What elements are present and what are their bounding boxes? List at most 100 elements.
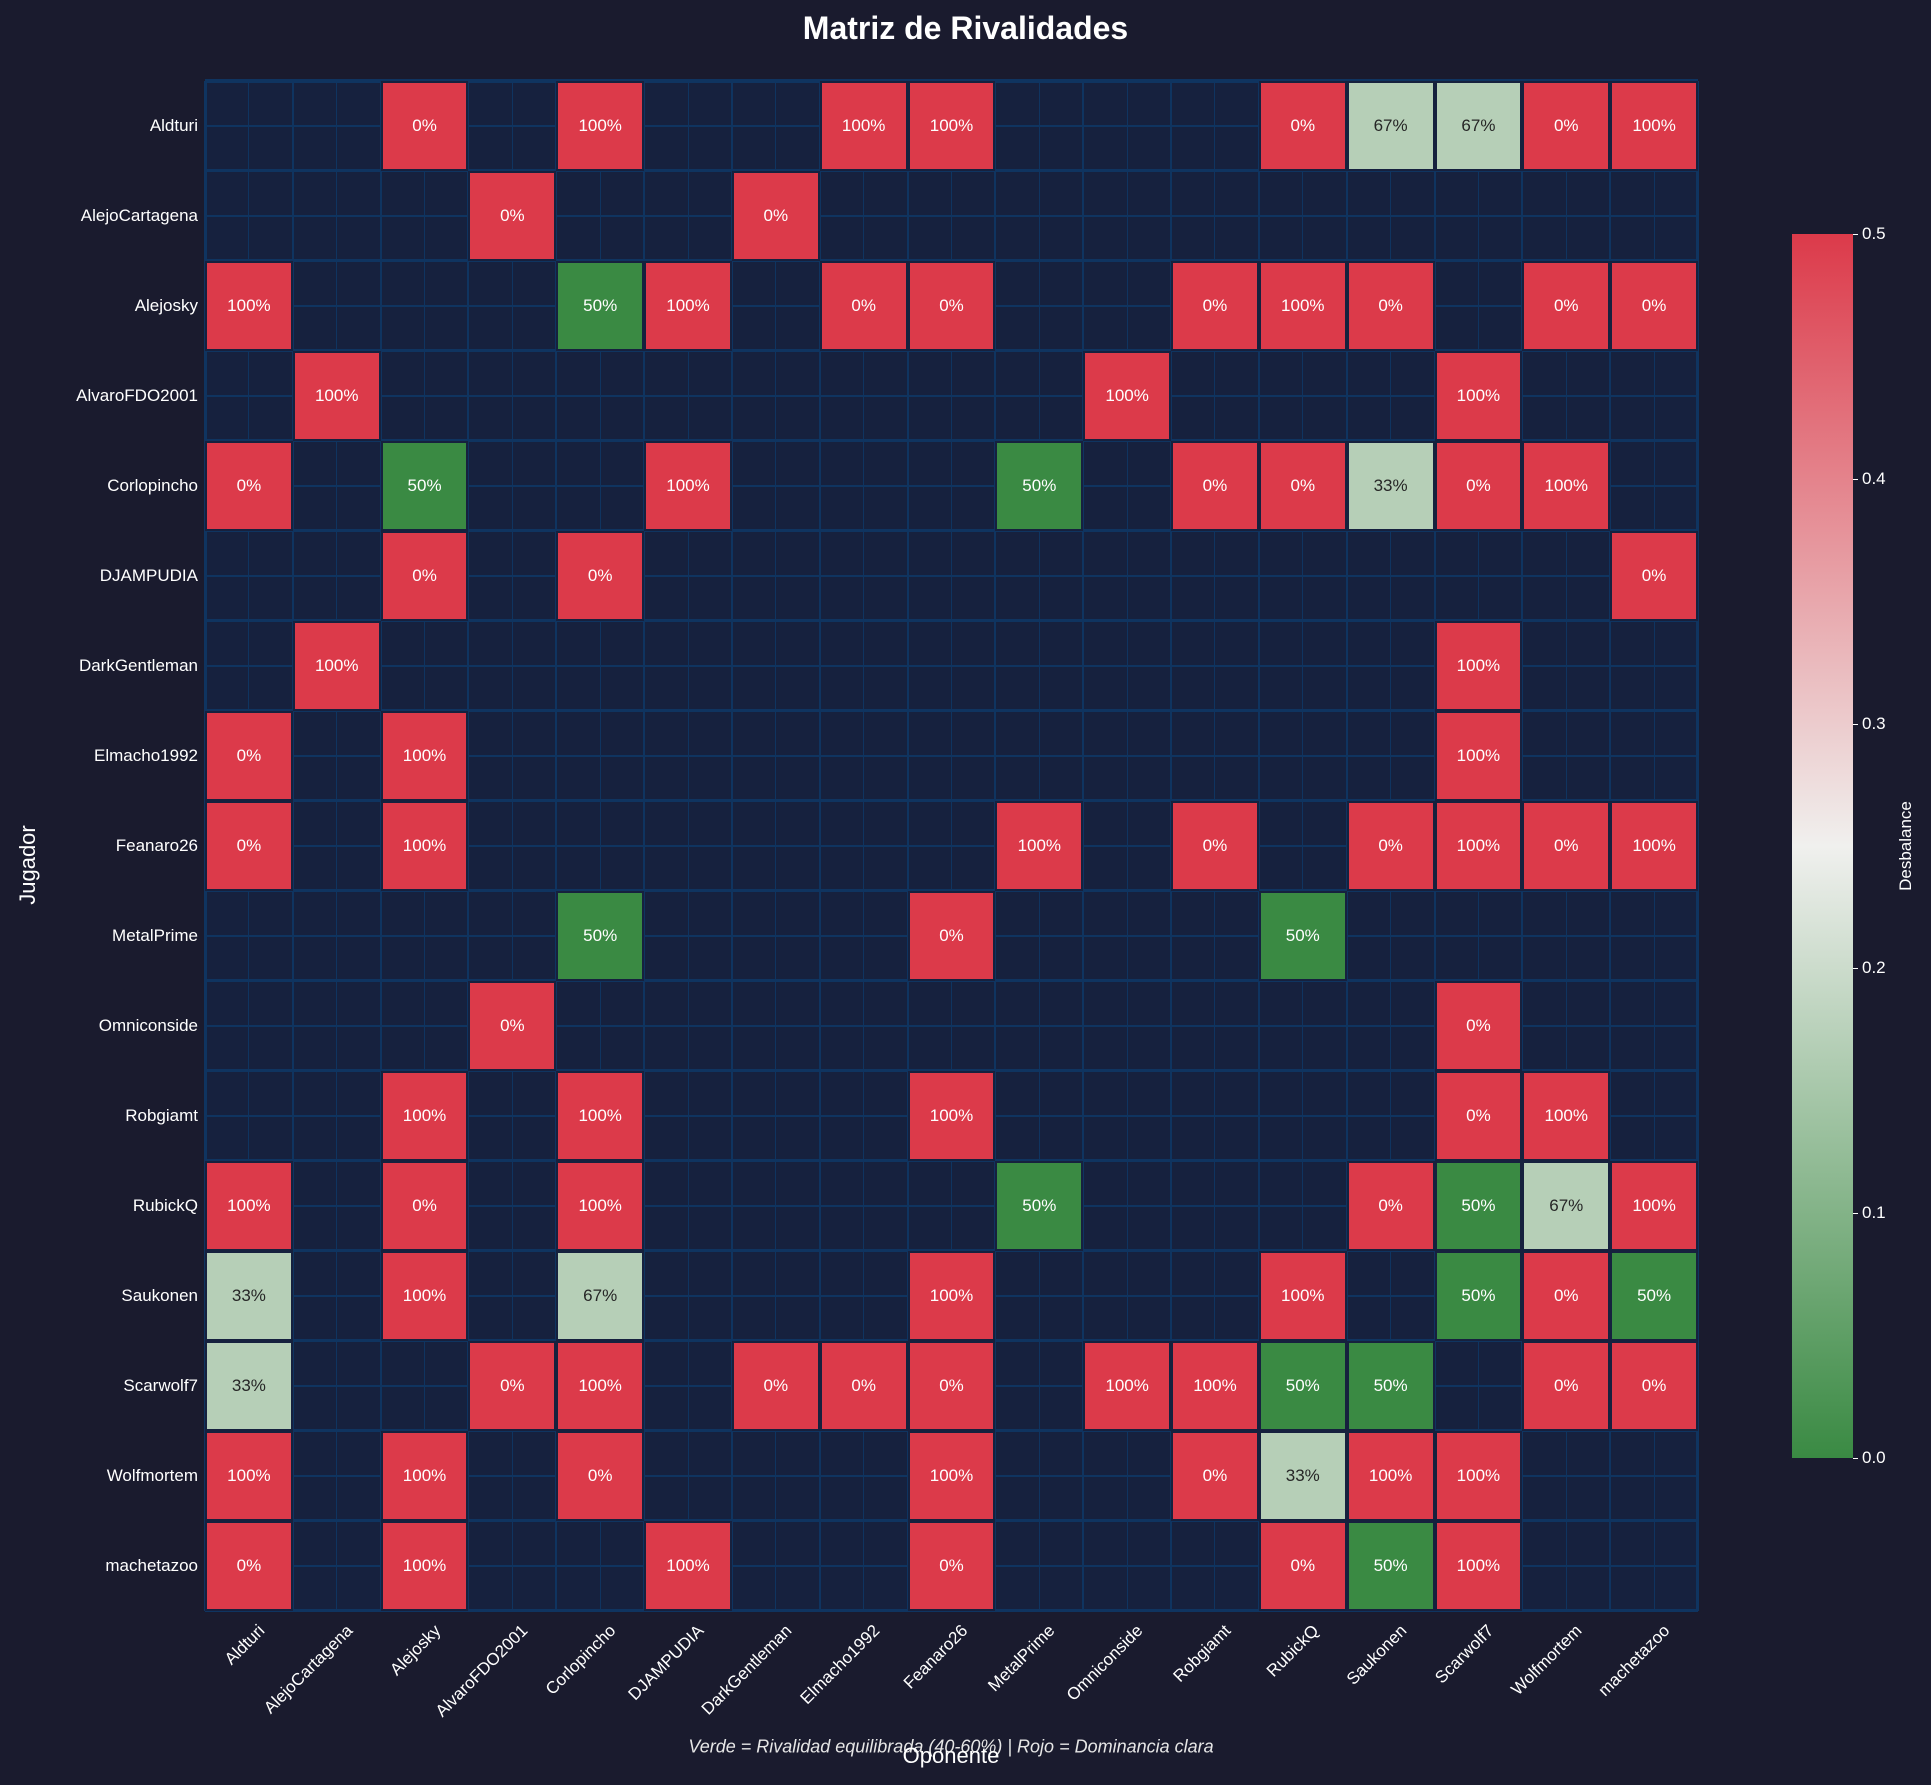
y-tick-label: Elmacho1992 — [94, 746, 198, 765]
heatmap-cell: 50% — [1346, 1341, 1435, 1431]
heatmap-cell: 50% — [995, 1161, 1084, 1251]
heatmap-cell: 0% — [1522, 801, 1611, 891]
heatmap-cell: 0% — [556, 1431, 645, 1521]
x-tick-label: DJAMPUDIA — [624, 1621, 708, 1704]
heatmap-cell: 100% — [907, 1071, 996, 1161]
x-tick-label: Aldturi — [220, 1621, 269, 1669]
colorbar — [1792, 234, 1853, 1458]
heatmap-plot-area: 0% 100% 100% 100% 0% 67% 67% 0% 100% 0% 0% 100% 50% 1… — [204, 79, 1699, 1612]
y-tick-label: machetazoo — [105, 1556, 198, 1575]
y-tick-label: AlejoCartagena — [80, 206, 198, 225]
heatmap-cell: 67% — [1434, 81, 1523, 171]
heatmap-cell: 100% — [1610, 1161, 1698, 1251]
heatmap-cell: 0% — [1258, 441, 1347, 531]
chart-title: Matriz de Rivalidades — [802, 10, 1129, 46]
heatmap-cell: 100% — [1434, 711, 1523, 801]
heatmap-cell: 0% — [1346, 261, 1435, 351]
heatmap-cell: 100% — [380, 1071, 469, 1161]
heatmap-cell: 0% — [907, 261, 996, 351]
heatmap-cell: 33% — [205, 1341, 293, 1431]
x-tick-label: AlejoCartagena — [259, 1621, 357, 1718]
grid-line — [205, 575, 1698, 577]
y-tick-label: DarkGentleman — [78, 656, 198, 675]
grid-line — [205, 1205, 1698, 1207]
x-tick-label: Corlopincho — [542, 1621, 620, 1699]
heatmap-cell: 0% — [1610, 1341, 1698, 1431]
heatmap-cell: 100% — [205, 1431, 293, 1521]
x-tick-label: Alejosky — [385, 1621, 444, 1680]
heatmap-cell: 0% — [380, 531, 469, 621]
heatmap-cell: 100% — [380, 1251, 469, 1341]
x-tick-label: AlvaroFDO2001 — [432, 1621, 532, 1721]
heatmap-cell: 0% — [731, 171, 820, 261]
heatmap-cell: 100% — [292, 621, 381, 711]
heatmap-cell: 100% — [380, 1521, 469, 1611]
heatmap-cell: 100% — [1434, 621, 1523, 711]
grid-line — [205, 799, 1698, 802]
heatmap-cell: 100% — [1434, 1521, 1523, 1611]
y-axis-label: Jugador — [15, 825, 40, 905]
heatmap-cell: 100% — [1434, 1431, 1523, 1521]
heatmap-cell: 0% — [468, 1341, 557, 1431]
grid-line — [205, 1249, 1698, 1252]
grid-line — [205, 395, 1698, 397]
x-tick-label: MetalPrime — [984, 1621, 1059, 1696]
y-tick-label: Alejosky — [134, 296, 198, 315]
heatmap-cell: 50% — [995, 441, 1084, 531]
heatmap-cell: 100% — [1610, 801, 1698, 891]
heatmap-cell: 0% — [205, 441, 293, 531]
heatmap-cell: 100% — [1083, 1341, 1172, 1431]
grid-line — [205, 665, 1698, 667]
heatmap-cell: 0% — [1434, 1071, 1523, 1161]
colorbar-tick-label: 0.1 — [1853, 1203, 1886, 1223]
grid-line — [205, 619, 1698, 622]
y-tick-label: Wolfmortem — [106, 1466, 198, 1485]
heatmap-cell: 0% — [205, 711, 293, 801]
heatmap-cell: 50% — [1434, 1161, 1523, 1251]
colorbar-tick-label: 0.5 — [1853, 224, 1886, 243]
heatmap-cell: 100% — [1610, 81, 1698, 171]
y-tick-label: Scarwolf7 — [123, 1376, 198, 1395]
x-tick-label: Omniconside — [1062, 1621, 1147, 1705]
heatmap-cell: 100% — [1522, 1071, 1611, 1161]
heatmap-cell: 100% — [907, 81, 996, 171]
heatmap-cell: 0% — [1171, 1431, 1259, 1521]
colorbar-label: Desbalance — [1896, 801, 1915, 891]
heatmap-cell: 67% — [1522, 1161, 1611, 1251]
y-tick-label: MetalPrime — [112, 926, 198, 945]
heatmap-cell: 100% — [1346, 1431, 1435, 1521]
heatmap-cell: 100% — [819, 81, 908, 171]
heatmap-cell: 50% — [380, 441, 469, 531]
heatmap-cell: 100% — [995, 801, 1084, 891]
colorbar-tick-label: 0.0 — [1853, 1448, 1886, 1467]
heatmap-cell: 33% — [205, 1251, 293, 1341]
heatmap-cell: 100% — [644, 441, 732, 531]
grid-line — [205, 709, 1698, 712]
heatmap-cell: 67% — [1346, 81, 1435, 171]
colorbar-tick-label: 0.2 — [1853, 958, 1886, 978]
x-tick-label: DarkGentleman — [697, 1621, 796, 1719]
grid-line — [205, 1069, 1698, 1072]
heatmap-cell: 0% — [1610, 531, 1698, 621]
heatmap-cell: 0% — [205, 1521, 293, 1611]
heatmap-cell: 0% — [1522, 81, 1611, 171]
heatmap-cell: 100% — [556, 1341, 645, 1431]
heatmap-cell: 0% — [1171, 441, 1259, 531]
colorbar-tick-label: 0.3 — [1853, 713, 1886, 733]
y-tick-label: Saukonen — [121, 1286, 198, 1305]
heatmap-cell: 0% — [1434, 441, 1523, 531]
heatmap-cell: 0% — [1171, 801, 1259, 891]
heatmap-cell: 0% — [1258, 81, 1347, 171]
heatmap-cell: 0% — [205, 801, 293, 891]
heatmap-cell: 100% — [1258, 1251, 1347, 1341]
heatmap-cell: 100% — [907, 1431, 996, 1521]
heatmap-cell: 100% — [1434, 351, 1523, 441]
heatmap-cell: 100% — [1083, 351, 1172, 441]
x-tick-label: Wolfmortem — [1507, 1621, 1586, 1700]
heatmap-cell: 50% — [1258, 891, 1347, 981]
heatmap-cell: 100% — [644, 1521, 732, 1611]
grid-line — [205, 439, 1698, 442]
grid-line — [205, 845, 1698, 847]
heatmap-cell: 50% — [556, 891, 645, 981]
x-tick-label: RubickQ — [1262, 1621, 1323, 1681]
